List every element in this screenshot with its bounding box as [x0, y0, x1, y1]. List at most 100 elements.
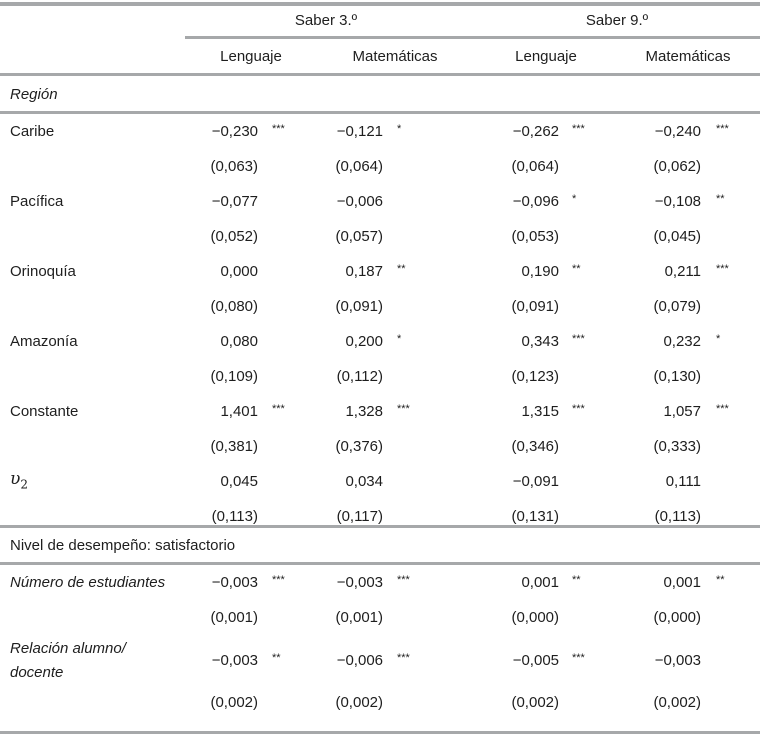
significance-stars: ***: [272, 123, 285, 135]
coefficient: −0,003: [336, 574, 383, 591]
standard-error: (0,079): [653, 298, 701, 315]
standard-error: (0,091): [511, 298, 559, 315]
group-rule: [185, 36, 760, 39]
standard-error: (0,000): [511, 609, 559, 626]
coefficient: 0,034: [345, 473, 383, 490]
coefficient: 0,111: [665, 473, 701, 490]
standard-error: (0,002): [511, 694, 559, 711]
significance-stars: **: [716, 193, 725, 205]
standard-error: (0,381): [210, 438, 258, 455]
standard-error: (0,113): [211, 508, 258, 525]
standard-error: (0,053): [511, 228, 559, 245]
significance-stars: ***: [716, 403, 729, 415]
standard-error: (0,063): [210, 158, 258, 175]
coefficient: 0,187: [345, 263, 383, 280]
standard-error: (0,130): [653, 368, 701, 385]
coefficient: 0,080: [220, 333, 258, 350]
coefficient: −0,096: [512, 193, 559, 210]
standard-error: (0,080): [210, 298, 258, 315]
row-label: Relación alumno/: [10, 640, 126, 657]
coefficient: −0,240: [654, 123, 701, 140]
coefficient: 1,401: [220, 403, 258, 420]
standard-error: (0,346): [511, 438, 559, 455]
standard-error: (0,002): [653, 694, 701, 711]
section-rule: [0, 562, 760, 565]
coefficient: 0,045: [220, 473, 258, 490]
section-title: Nivel de desempeño: satisfactorio: [10, 537, 236, 554]
standard-error: (0,001): [335, 609, 383, 626]
coefficient: −0,077: [211, 193, 258, 210]
section-rule: [0, 731, 760, 734]
row-label: Número de estudiantes: [10, 574, 166, 591]
significance-stars: **: [397, 263, 406, 275]
coefficient: 0,232: [663, 333, 701, 350]
group-header-saber-9: Saber 9.º: [585, 12, 649, 29]
coefficient: 0,001: [521, 574, 559, 591]
coefficient: −0,262: [512, 123, 559, 140]
significance-stars: ***: [716, 263, 729, 275]
significance-stars: ***: [272, 574, 285, 586]
coefficient: −0,230: [211, 123, 258, 140]
standard-error: (0,045): [653, 228, 701, 245]
standard-error: (0,064): [511, 158, 559, 175]
standard-error: (0,117): [336, 508, 383, 525]
standard-error: (0,002): [210, 694, 258, 711]
significance-stars: ***: [572, 652, 585, 664]
coefficient: −0,003: [654, 652, 701, 669]
standard-error: (0,091): [335, 298, 383, 315]
subject-header: Matemáticas: [352, 48, 438, 65]
standard-error: (0,000): [653, 609, 701, 626]
coefficient: 0,000: [220, 263, 258, 280]
row-label: docente: [10, 664, 64, 681]
significance-stars: ***: [397, 403, 410, 415]
row-label: Amazonía: [10, 333, 78, 350]
coefficient: 1,315: [521, 403, 559, 420]
coefficient: 1,328: [345, 403, 383, 420]
coefficient: −0,006: [336, 652, 383, 669]
significance-stars: *: [716, 333, 721, 345]
standard-error: (0,052): [210, 228, 258, 245]
coefficient: −0,006: [336, 193, 383, 210]
coefficient: −0,091: [512, 473, 559, 490]
standard-error: (0,001): [210, 609, 258, 626]
significance-stars: **: [716, 574, 725, 586]
significance-stars: ***: [572, 123, 585, 135]
standard-error: (0,112): [336, 368, 383, 385]
group-header-saber-3: Saber 3.º: [294, 12, 358, 29]
coefficient: 0,211: [664, 263, 701, 280]
standard-error: (0,113): [654, 508, 701, 525]
subject-header: Matemáticas: [645, 48, 731, 65]
coefficient: −0,121: [336, 123, 383, 140]
significance-stars: ***: [716, 123, 729, 135]
coefficient: −0,108: [654, 193, 701, 210]
standard-error: (0,333): [653, 438, 701, 455]
significance-stars: ***: [397, 652, 410, 664]
significance-stars: ***: [272, 403, 285, 415]
significance-stars: **: [272, 652, 281, 664]
significance-stars: ***: [572, 403, 585, 415]
coefficient: 0,190: [521, 263, 559, 280]
coefficient: −0,005: [512, 652, 559, 669]
significance-stars: **: [572, 263, 581, 275]
header-rule: [0, 73, 760, 76]
coefficient: 0,001: [663, 574, 701, 591]
standard-error: (0,131): [511, 508, 559, 525]
standard-error: (0,123): [511, 368, 559, 385]
top-rule: [0, 2, 760, 6]
significance-stars: *: [397, 333, 402, 345]
standard-error: (0,062): [653, 158, 701, 175]
significance-stars: *: [397, 123, 402, 135]
coefficient: 0,343: [521, 333, 559, 350]
coefficient: −0,003: [211, 652, 258, 669]
standard-error: (0,109): [210, 368, 258, 385]
standard-error: (0,057): [335, 228, 383, 245]
significance-stars: **: [572, 574, 581, 586]
significance-stars: *: [572, 193, 577, 205]
section-rule: [0, 111, 760, 114]
section-title: Región: [10, 86, 58, 103]
row-label: Pacífica: [10, 193, 64, 210]
significance-stars: ***: [397, 574, 410, 586]
subject-header: Lenguaje: [515, 48, 577, 65]
standard-error: (0,376): [335, 438, 383, 455]
section-rule: [0, 525, 760, 528]
